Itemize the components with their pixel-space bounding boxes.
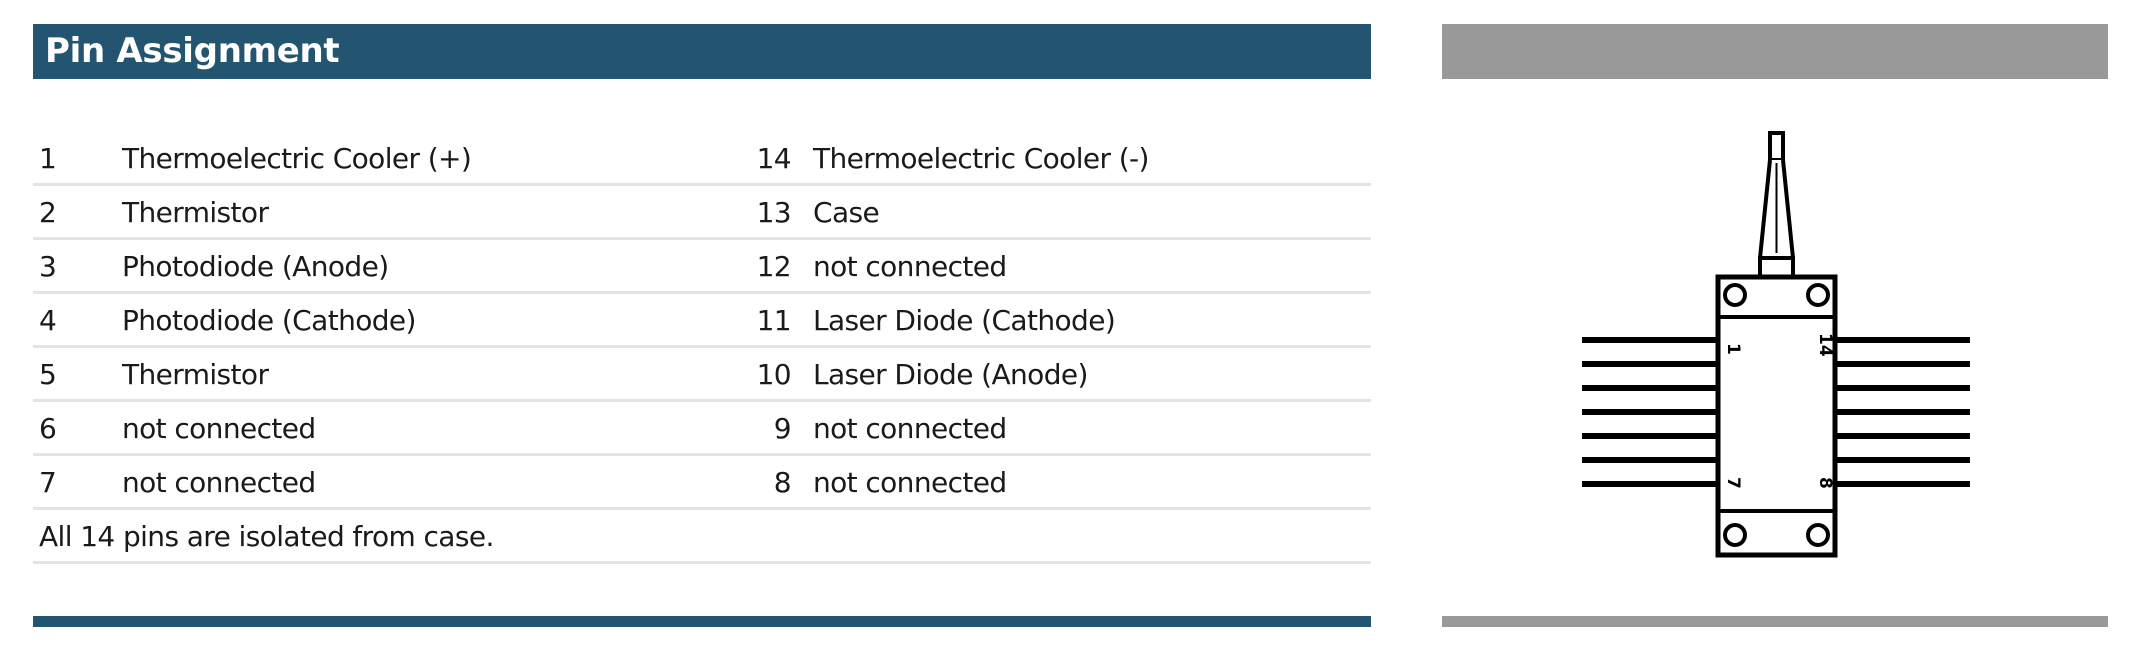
pin-number: 9 [773,412,792,445]
pin-function: Thermistor [122,196,269,229]
pin-number: 5 [39,358,57,391]
pin-function: not connected [813,466,1007,499]
pin-function: Thermoelectric Cooler (+) [122,142,472,175]
page-title: Pin Assignment [45,31,340,71]
pin-table: 1 Thermoelectric Cooler (+) 14 Thermoele… [33,132,1371,564]
pin-number: 10 [756,358,792,391]
diagram-footer-bar [1442,616,2108,627]
pin-number: 3 [39,250,57,283]
pin-number: 14 [756,142,792,175]
table-row: 4 Photodiode (Cathode) 11 Laser Diode (C… [33,294,1371,348]
pin-number: 13 [756,196,792,229]
package-body [1715,274,1838,558]
pin-function: not connected [122,412,316,445]
left-leads [1582,337,1718,487]
pin-function: Photodiode (Cathode) [122,304,416,337]
table-row: 5 Thermistor 10 Laser Diode (Anode) [33,348,1371,402]
pin-number: 11 [756,304,792,337]
table-row: 3 Photodiode (Anode) 12 not connected [33,240,1371,294]
table-row: 6 not connected 9 not connected [33,402,1371,456]
footer-bar [33,616,1371,627]
pin-number: 7 [39,466,57,499]
pin-function: not connected [813,412,1007,445]
pin8-marker: 8 [1815,477,1835,489]
pin-number: 6 [39,412,57,445]
note-row: All 14 pins are isolated from case. [33,510,1371,564]
pin1-marker: 1 [1723,343,1743,355]
pin-function: Photodiode (Anode) [122,250,389,283]
header-bar: Pin Assignment [33,24,1371,79]
pin-function: not connected [813,250,1007,283]
pin7-marker: 7 [1723,477,1743,489]
pin-function: Thermistor [122,358,269,391]
diagram-header-bar [1442,24,2108,79]
right-leads [1835,337,1970,487]
pin-number: 2 [39,196,57,229]
pin-number: 4 [39,304,57,337]
pin-number: 12 [756,250,792,283]
pin-function: Thermoelectric Cooler (-) [813,142,1149,175]
pin-function: Laser Diode (Cathode) [813,304,1116,337]
pin14-marker: 14 [1815,333,1835,357]
table-row: 1 Thermoelectric Cooler (+) 14 Thermoele… [33,132,1371,186]
package-diagram: 1 14 7 8 [1582,131,1970,558]
pin-number: 8 [773,466,792,499]
table-row: 7 not connected 8 not connected [33,456,1371,510]
isolation-note: All 14 pins are isolated from case. [39,520,494,553]
table-row: 2 Thermistor 13 Case [33,186,1371,240]
mounting-hole-icon [1723,283,1830,547]
pin-function: not connected [122,466,316,499]
pin-function: Case [813,196,880,229]
pin-function: Laser Diode (Anode) [813,358,1088,391]
pin-number: 1 [39,142,57,175]
fiber-pigtail [1758,131,1795,260]
